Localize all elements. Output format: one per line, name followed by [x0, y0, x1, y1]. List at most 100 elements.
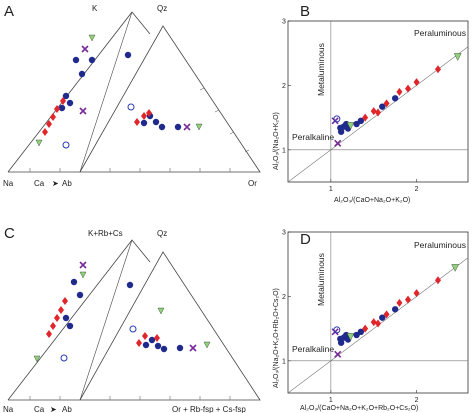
marker-x [81, 45, 89, 53]
region-peralkaline-b: Peralkaline [292, 132, 334, 142]
ternary-markers-a [35, 34, 203, 149]
x-axis-title-b: Al₂O₃/(CaO+Na₂O+K₂O) [334, 197, 410, 204]
marker-diamond [50, 113, 56, 121]
data-marks-b [331, 53, 462, 147]
y-tick-label: 2 [282, 294, 286, 301]
marker-triangle [203, 341, 211, 349]
data-point-diamond [435, 276, 441, 285]
x-tick-label: 1 [329, 397, 333, 404]
data-point-circle [379, 103, 386, 110]
data-point-diamond [362, 324, 369, 333]
plot-frame-d [287, 231, 469, 394]
corner-k-rb-cs: K+Rb+Cs [88, 229, 123, 238]
data-point-triangle [451, 264, 459, 272]
ca-arrow-c: ➤ [50, 405, 57, 413]
y-tick-label: 1 [282, 147, 286, 154]
marker-diamond [58, 306, 64, 314]
marker-circle [88, 56, 96, 64]
data-point-circle [391, 95, 399, 102]
corner-na-c: Na [3, 405, 14, 413]
marker-circle [78, 70, 86, 78]
region-peralkaline-d: Peralkaline [292, 344, 334, 354]
panel-letter-a: A [4, 3, 14, 20]
ca-arrow: ➤ [52, 179, 59, 188]
ternary-right-outline-c [79, 251, 261, 401]
marker-circle [154, 342, 162, 350]
data-point-x [331, 328, 339, 336]
marker-circle [160, 345, 168, 353]
marker-diamond [136, 339, 142, 347]
corner-na: Na [3, 179, 14, 188]
marker-circle [140, 119, 148, 127]
data-point-triangle [453, 53, 462, 61]
data-point-diamond [396, 298, 403, 307]
data-point-triangle [346, 333, 355, 341]
marker-x [183, 123, 191, 131]
y-tick-label: 2 [282, 83, 286, 90]
marker-open-circle [60, 354, 68, 362]
x-tick-label: 2 [415, 397, 419, 404]
data-point-x [331, 117, 339, 125]
marker-diamond [146, 109, 152, 117]
axis-ticks-b: 1 2 3 1 2 [282, 19, 419, 194]
reference-lines-d [287, 232, 469, 394]
plot-frame-b [287, 20, 469, 183]
marker-diamond [62, 297, 68, 305]
y-tick-label: 1 [282, 358, 286, 365]
data-point-circle [337, 339, 345, 346]
data-point-open-circle [333, 326, 341, 334]
data-point-circle [379, 314, 386, 321]
corner-ab-c: Ab [62, 405, 72, 413]
panel-letter-b: B [300, 3, 310, 20]
data-point-diamond [370, 107, 377, 116]
marker-diamond [154, 334, 160, 342]
corner-k: K [92, 4, 98, 13]
marker-triangle [33, 355, 41, 363]
data-point-diamond [413, 289, 420, 298]
panel-c: C K+Rb+Cs Qz Na Ca ➤ Ab Or + Rb-fsp + Cs… [3, 225, 261, 413]
data-point-x [334, 139, 342, 147]
data-point-diamond [375, 108, 381, 117]
marker-circle [62, 314, 70, 322]
marker-circle [126, 281, 134, 289]
corner-ca-c: Ca [34, 405, 45, 413]
data-point-diamond [370, 318, 377, 327]
data-point-circle [337, 128, 345, 135]
marker-diamond [50, 322, 56, 330]
marker-circle [158, 123, 166, 131]
ternary-left-outline-c [7, 239, 151, 401]
region-peraluminous-d: Peraluminous [414, 240, 466, 250]
data-point-diamond [435, 65, 441, 74]
marker-circle [148, 336, 156, 344]
region-metaluminous-b: Metaluminous [316, 43, 326, 96]
data-point-diamond [375, 319, 381, 328]
ternary-right-outline [79, 25, 261, 173]
marker-triangle [88, 34, 96, 42]
ternary-markers-c [33, 261, 211, 363]
data-point-triangle [346, 122, 355, 130]
corner-qz-c: Qz [157, 229, 167, 238]
data-point-diamond [405, 295, 411, 304]
marker-diamond [42, 128, 48, 136]
marker-circle [142, 341, 150, 349]
data-point-diamond [362, 113, 369, 122]
y-axis-title-b: Al₂O₃/(Na₂O+K₂O) [273, 112, 280, 170]
marker-triangle [35, 139, 43, 147]
region-metaluminous-d: Metaluminous [316, 253, 326, 306]
data-point-diamond [413, 78, 420, 87]
marker-diamond [46, 120, 52, 128]
data-point-diamond [383, 310, 390, 319]
marker-circle [62, 92, 70, 100]
marker-diamond [142, 332, 148, 340]
x-tick-label: 2 [415, 186, 419, 193]
panel-d: D Peraluminous Metaluminous Peralkaline … [273, 230, 469, 412]
marker-x [189, 344, 197, 352]
panel-a: A K Qz Na Ca ➤ Ab Or [3, 3, 261, 188]
marker-open-circle [129, 325, 137, 333]
marker-diamond [141, 112, 147, 120]
marker-circle [174, 123, 182, 131]
marker-triangle [195, 123, 203, 131]
ternary-left-inner [79, 11, 133, 173]
y-axis-title-d: Al₂O₃/(Na₂O+K₂O+Rb₂O+Cs₂O) [273, 288, 280, 388]
